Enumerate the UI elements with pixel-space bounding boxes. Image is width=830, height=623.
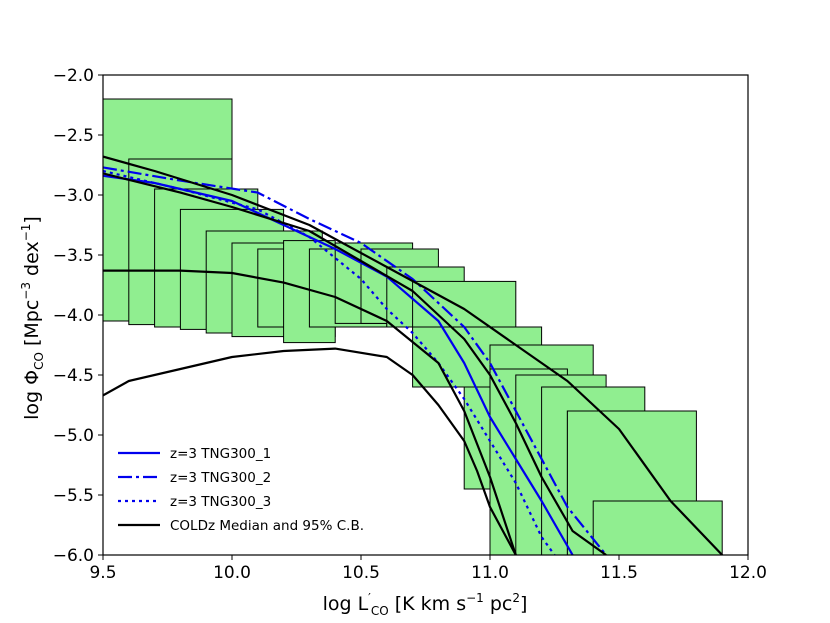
x-tick-label: 9.5: [89, 563, 116, 583]
y-axis-ticks: −2.0 −2.5 −3.0 −3.5 −4.0 −4.5 −5.0 −5.5 −6.0: [53, 66, 103, 566]
legend: z=3 TNG300_1 z=3 TNG300_2 z=3 TNG300_3 COLD…: [118, 446, 364, 534]
legend-label-2: z=3 TNG300_2: [170, 470, 271, 486]
y-tick-label: −5.0: [53, 426, 94, 446]
x-axis-ticks: 9.5 10.0 10.5 11.0 11.5 12.0: [89, 555, 767, 583]
x-tick-label: 11.0: [471, 563, 509, 583]
y-tick-label: −5.5: [53, 486, 94, 506]
legend-label-1: z=3 TNG300_1: [170, 446, 271, 462]
x-axis-label: log L′CO [K km s−1 pc2]: [323, 591, 528, 618]
x-tick-label: 12.0: [729, 563, 767, 583]
y-tick-label: −2.0: [53, 66, 94, 86]
series-line-3: [103, 169, 556, 555]
y-tick-label: −2.5: [53, 126, 94, 146]
series-line-7: [103, 347, 517, 555]
error-box-13: [412, 280, 517, 328]
series-lines: [103, 155, 723, 555]
x-tick-label: 10.5: [342, 563, 380, 583]
y-tick-label: −3.0: [53, 186, 94, 206]
error-box-22: [592, 500, 723, 555]
series-line-1: [103, 174, 574, 555]
y-tick-label: −4.5: [53, 366, 94, 386]
legend-label-4: COLDz Median and 95% C.B.: [170, 518, 364, 534]
y-tick-label: −3.5: [53, 246, 94, 266]
y-tick-label: −4.0: [53, 306, 94, 326]
y-tick-label: −6.0: [53, 546, 94, 566]
series-line-2: [103, 166, 607, 555]
y-axis-label: log ΦCO [Mpc−3 dex−1]: [19, 216, 46, 420]
series-line-6: [103, 269, 517, 555]
legend-label-3: z=3 TNG300_3: [170, 494, 271, 510]
x-tick-label: 10.0: [213, 563, 251, 583]
x-tick-label: 11.5: [600, 563, 638, 583]
series-line-4: [103, 172, 607, 555]
error-boxes: [103, 98, 723, 555]
series-line-5: [103, 155, 723, 555]
